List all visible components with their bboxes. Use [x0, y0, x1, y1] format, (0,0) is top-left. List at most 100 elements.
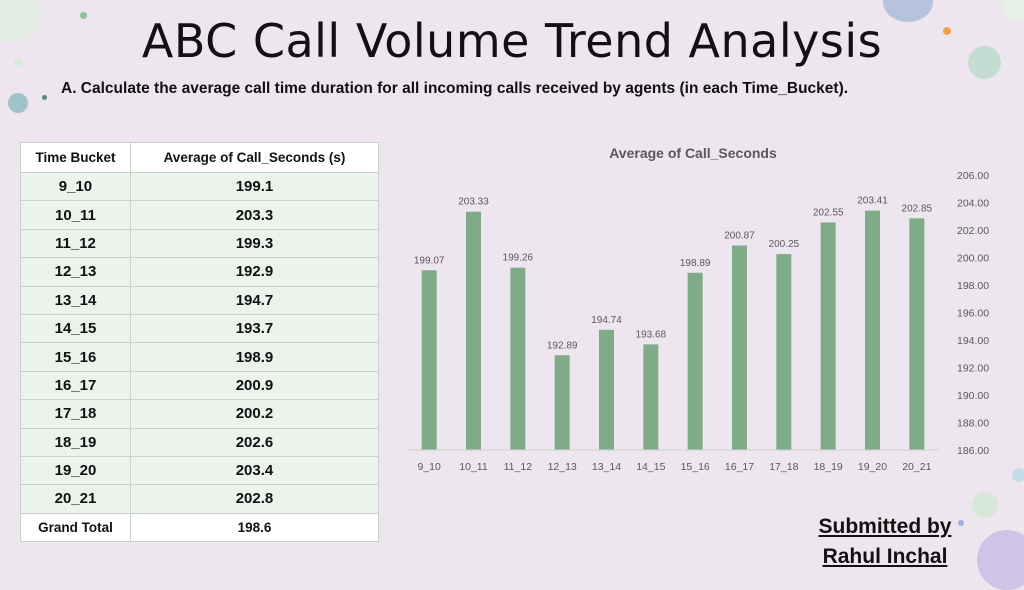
time-bucket-cell: 9_10 [20, 171, 131, 202]
average-call-seconds-cell: 200.2 [129, 399, 380, 429]
data-label: 198.89 [680, 258, 711, 269]
data-label: 200.25 [769, 239, 800, 250]
average-call-seconds-cell: 202.8 [129, 484, 380, 514]
time-bucket-cell: 15_16 [20, 342, 131, 372]
y-tick-label: 190.00 [957, 390, 989, 402]
data-label: 200.87 [724, 231, 755, 242]
time-bucket-cell: 17_18 [20, 399, 131, 429]
average-call-seconds-cell: 192.9 [129, 257, 380, 287]
time-bucket-cell: 16_17 [20, 370, 131, 401]
decorative-dot [42, 95, 47, 100]
data-label: 193.68 [636, 329, 667, 340]
x-tick-label: 15_16 [681, 461, 710, 473]
x-tick-label: 12_13 [548, 461, 577, 473]
bar-11_12 [510, 267, 526, 450]
time-bucket-cell: 20_21 [20, 484, 131, 514]
data-label: 199.26 [503, 253, 534, 264]
bar-14_15 [643, 344, 659, 450]
subtitle: A. Calculate the average call time durat… [61, 80, 849, 97]
y-tick-label: 186.00 [957, 445, 989, 457]
bar-16_17 [732, 245, 747, 450]
y-tick-label: 198.00 [957, 280, 989, 292]
average-call-seconds-cell: 202.6 [129, 427, 380, 457]
time-bucket-cell: 19_20 [20, 455, 131, 486]
x-tick-label: 9_10 [417, 461, 441, 473]
x-tick-label: 17_18 [769, 461, 798, 473]
time-bucket-cell: 10_11 [20, 200, 131, 230]
chart-title: Average of Call_Seconds [609, 145, 777, 161]
y-tick-label: 196.00 [957, 308, 989, 320]
x-tick-label: 11_12 [504, 461, 533, 473]
data-table: Time Bucket Average of Call_Seconds (s) … [20, 142, 380, 543]
bar-9_10 [421, 270, 437, 450]
data-label: 199.07 [414, 255, 445, 266]
data-label: 203.33 [458, 197, 489, 208]
data-label: 202.55 [813, 207, 844, 218]
bar-20_21 [909, 218, 925, 450]
table-row: 18_19 202.6 [20, 427, 380, 457]
time-bucket-cell: 14_15 [20, 313, 131, 344]
table-row: 9_10 199.1 [20, 171, 380, 202]
table-row: 20_21 202.8 [20, 484, 380, 514]
grand-total-row: Grand Total 198.6 [20, 512, 380, 543]
data-label: 192.89 [547, 340, 578, 351]
table-row: 17_18 200.2 [20, 399, 380, 429]
decorative-dot [958, 520, 964, 526]
data-label: 202.85 [902, 203, 933, 214]
table-row: 16_17 200.9 [20, 370, 380, 401]
y-tick-label: 200.00 [957, 253, 989, 265]
decorative-dot [1002, 0, 1024, 20]
x-tick-label: 19_20 [858, 461, 887, 473]
average-call-seconds-cell: 194.7 [129, 285, 380, 315]
decorative-dot [1012, 468, 1024, 482]
data-label: 194.74 [591, 315, 622, 326]
table-row: 15_16 198.9 [20, 342, 380, 372]
submitted-by-label: Submitted by [818, 515, 952, 538]
column-header: Time Bucket [20, 142, 131, 173]
average-call-seconds-cell: 203.4 [129, 455, 380, 486]
column-header: Average of Call_Seconds (s) [129, 142, 380, 173]
decorative-dot [80, 12, 87, 19]
x-tick-label: 10_11 [459, 461, 488, 473]
table-header-row: Time Bucket Average of Call_Seconds (s) [20, 142, 380, 173]
time-bucket-cell: 11_12 [20, 228, 131, 259]
decorative-dot [968, 46, 1001, 79]
table-row: 10_11 203.3 [20, 200, 380, 230]
y-tick-label: 206.00 [957, 170, 989, 182]
decorative-dot [977, 530, 1024, 590]
bar-chart: Average of Call_Seconds 199.07 203.33 199.… [407, 145, 989, 473]
data-label: 203.41 [857, 196, 888, 207]
decorative-dot [883, 0, 933, 22]
bar-10_11 [466, 211, 481, 450]
submitted-by: Submitted by Rahul Inchal [800, 512, 970, 572]
bar-19_20 [865, 210, 880, 450]
time-bucket-cell: 18_19 [20, 427, 131, 457]
x-tick-label: 16_17 [725, 461, 754, 473]
table-row: 12_13 192.9 [20, 257, 380, 287]
y-tick-label: 194.00 [957, 335, 989, 347]
decorative-dot [8, 93, 28, 113]
bar-15_16 [687, 272, 703, 450]
table-row: 19_20 203.4 [20, 455, 380, 486]
time-bucket-cell: 13_14 [20, 285, 131, 315]
table-row: 14_15 193.7 [20, 313, 380, 344]
y-tick-label: 192.00 [957, 363, 989, 375]
author-name: Rahul Inchal [822, 545, 948, 568]
x-tick-label: 13_14 [592, 461, 621, 473]
average-call-seconds-cell: 203.3 [129, 200, 380, 230]
x-tick-label: 18_19 [814, 461, 843, 473]
bar-18_19 [820, 222, 836, 450]
average-call-seconds-cell: 193.7 [129, 313, 380, 344]
time-bucket-cell: 12_13 [20, 257, 131, 287]
table-row: 11_12 199.3 [20, 228, 380, 259]
bar-17_18 [776, 254, 792, 450]
grand-total-value: 198.6 [129, 512, 380, 543]
average-call-seconds-cell: 199.1 [129, 171, 380, 202]
average-call-seconds-cell: 199.3 [129, 228, 380, 259]
grand-total-label: Grand Total [20, 512, 131, 543]
y-tick-label: 202.00 [957, 225, 989, 237]
table-row: 13_14 194.7 [20, 285, 380, 315]
average-call-seconds-cell: 198.9 [129, 342, 380, 372]
decorative-dot [972, 492, 998, 518]
decorative-dot [943, 27, 951, 35]
